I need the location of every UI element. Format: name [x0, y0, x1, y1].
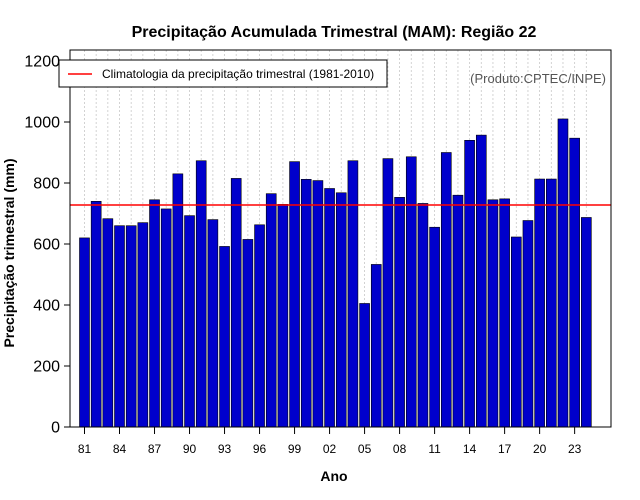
bar-2015 — [475, 134, 487, 428]
bar-2005 — [359, 303, 370, 428]
bar-1989 — [172, 173, 184, 428]
bar-2024 — [581, 217, 592, 428]
x-tick-label: 11 — [428, 442, 441, 456]
bar-1999 — [289, 161, 300, 428]
bar-2018 — [510, 236, 522, 428]
y-tick-label: 1200 — [24, 54, 60, 71]
bar-2021 — [545, 178, 557, 428]
bar-1985 — [125, 225, 137, 428]
bar-2012 — [440, 152, 452, 428]
bar-2009 — [405, 156, 417, 428]
bar-1996 — [254, 224, 265, 428]
x-tick-label: 87 — [148, 442, 162, 456]
x-tick-label: 84 — [113, 442, 127, 456]
bar-2007 — [382, 158, 394, 428]
bar-1982 — [90, 201, 102, 428]
y-tick-label: 200 — [33, 359, 60, 376]
x-tick-label: 93 — [218, 442, 232, 456]
x-tick-label: 02 — [323, 442, 337, 456]
x-tick-label: 90 — [183, 442, 197, 456]
legend-box — [58, 59, 388, 88]
y-axis: 0 200 400 600 800 1000 1200 — [24, 54, 70, 437]
product-credit: (Produto:CPTEC/INPE) — [470, 71, 606, 86]
bar-2022 — [557, 118, 569, 428]
y-axis-title: Precipitação trimestral (mm) — [1, 158, 17, 347]
plot-frame — [69, 49, 612, 428]
chart-title: Precipitação Acumulada Trimestral (MAM):… — [132, 24, 537, 41]
y-tick-label: 800 — [33, 176, 60, 193]
y-tick-label: 1000 — [24, 115, 60, 132]
legend-label: Climatologia da precipitação trimestral … — [102, 67, 374, 81]
bar-2010 — [417, 203, 429, 428]
x-tick-label: 20 — [533, 442, 547, 456]
bar-1986 — [137, 222, 149, 428]
bar-2008 — [394, 197, 405, 428]
x-tick-label: 17 — [498, 442, 512, 456]
y-tick-label: 0 — [51, 420, 60, 437]
x-tick-label: 14 — [463, 442, 477, 456]
bar-1998 — [277, 204, 289, 428]
bar-1987 — [149, 199, 160, 428]
y-tick-label: 400 — [33, 298, 60, 315]
bar-1991 — [195, 160, 207, 428]
bar-1997 — [265, 193, 277, 428]
bar-2011 — [429, 226, 440, 428]
x-tick-label: 05 — [358, 442, 372, 456]
bar-1981 — [79, 237, 90, 428]
x-tick-label: 81 — [78, 442, 92, 456]
bar-2023 — [569, 137, 580, 428]
bar-2016 — [487, 199, 499, 428]
bar-2000 — [300, 179, 312, 428]
bar-2006 — [370, 264, 382, 428]
bar-1984 — [114, 225, 125, 428]
bar-2014 — [464, 140, 475, 428]
bar-1988 — [160, 208, 172, 428]
bar-2017 — [499, 198, 510, 428]
bars — [79, 118, 592, 428]
legend: Climatologia da precipitação trimestral … — [58, 59, 388, 88]
x-axis-title: Ano — [320, 468, 347, 484]
bar-2013 — [452, 194, 464, 428]
bar-1995 — [242, 239, 254, 428]
bar-1990 — [184, 215, 195, 428]
bar-1992 — [207, 219, 219, 428]
bar-1993 — [219, 246, 230, 428]
x-tick-label: 99 — [288, 442, 302, 456]
bar-1994 — [230, 178, 242, 428]
x-tick-label: 08 — [393, 442, 407, 456]
x-tick-label: 23 — [568, 442, 582, 456]
y-tick-label: 600 — [33, 237, 60, 254]
bar-1983 — [102, 218, 114, 428]
bar-2001 — [312, 180, 324, 428]
bar-2003 — [335, 192, 347, 428]
bar-2004 — [347, 160, 359, 428]
x-axis: 81 84 87 90 93 96 99 02 05 08 11 14 17 20 23 — [78, 427, 582, 456]
bar-2020 — [534, 178, 545, 428]
bar-2019 — [522, 220, 534, 428]
x-tick-label: 96 — [253, 442, 267, 456]
bar-2002 — [324, 188, 335, 428]
